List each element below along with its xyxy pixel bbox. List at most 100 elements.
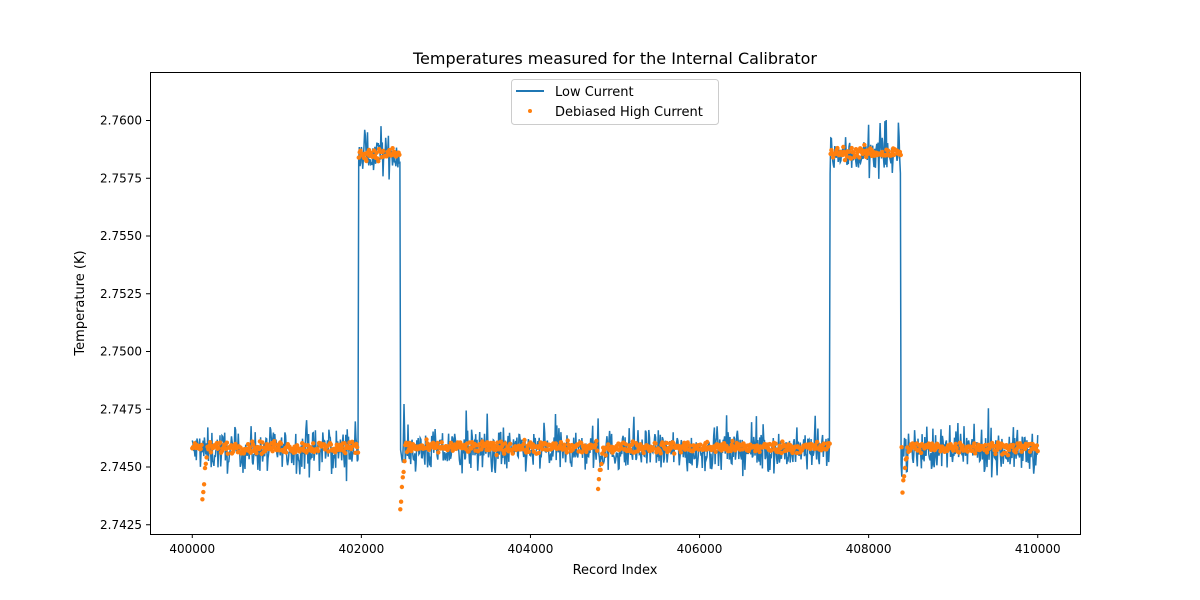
scatter-point <box>355 450 361 455</box>
scatter-point <box>536 450 542 456</box>
scatter-point <box>199 442 204 448</box>
legend-marker-debiased <box>528 109 532 113</box>
scatter-point <box>773 441 778 446</box>
scatter-point <box>203 461 208 466</box>
scatter-point <box>712 446 717 451</box>
scatter-point <box>595 448 600 453</box>
scatter-point <box>685 440 690 445</box>
scatter-point <box>502 451 507 456</box>
scatter-point <box>402 459 407 464</box>
plot-area <box>190 119 1040 512</box>
x-tick-label: 406000 <box>677 542 723 556</box>
scatter-point <box>508 441 513 446</box>
scatter-point <box>326 449 331 454</box>
y-tick-label: 2.7475 <box>100 402 142 416</box>
scatter-point <box>492 443 498 449</box>
scatter-point <box>354 445 360 450</box>
x-axis: 400000 402000 404000 406000 408000 410000 <box>169 534 1061 556</box>
scatter-point <box>328 442 334 447</box>
scatter-point <box>399 484 405 490</box>
scatter-point <box>1035 449 1040 454</box>
scatter-point <box>900 490 905 495</box>
scatter-point <box>216 445 221 451</box>
scatter-point <box>540 447 545 452</box>
scatter-point <box>598 467 603 472</box>
scatter-point <box>225 451 230 456</box>
scatter-point <box>498 439 504 444</box>
y-tick-label: 2.7600 <box>100 114 142 128</box>
scatter-point <box>558 440 564 445</box>
scatter-point <box>808 446 813 452</box>
scatter-point <box>827 441 832 446</box>
x-tick-label: 400000 <box>169 542 215 556</box>
scatter-point <box>579 440 584 446</box>
scatter-point <box>233 441 238 447</box>
scatter-point <box>384 154 389 159</box>
scatter-point <box>401 469 406 475</box>
scatter-point <box>358 148 363 153</box>
scatter-point <box>967 444 973 449</box>
legend-label-debiased: Debiased High Current <box>555 105 703 120</box>
scatter-point <box>830 155 836 160</box>
scatter-point <box>493 447 498 453</box>
scatter-point <box>1034 443 1040 448</box>
scatter-point <box>965 449 970 454</box>
scatter-point <box>218 440 223 445</box>
scatter-point <box>844 154 849 159</box>
scatter-point <box>705 439 710 445</box>
scatter-point <box>343 450 348 456</box>
scatter-point <box>779 450 784 456</box>
scatter-point <box>713 449 718 454</box>
scatter-point <box>730 438 735 444</box>
scatter-point <box>769 448 774 453</box>
scatter-point <box>664 440 669 446</box>
scatter-point <box>851 150 856 155</box>
y-tick-label: 2.7500 <box>100 345 142 359</box>
scatter-point <box>899 445 904 450</box>
scatter-point <box>698 442 703 447</box>
scatter-point <box>780 439 785 444</box>
scatter-point <box>972 441 977 446</box>
scatter-point <box>398 507 403 512</box>
x-tick-label: 402000 <box>338 542 384 556</box>
scatter-point <box>829 147 834 153</box>
scatter-point <box>849 145 854 151</box>
x-tick-label: 408000 <box>846 542 892 556</box>
scatter-point <box>202 465 208 471</box>
scatter-point <box>495 440 500 445</box>
scatter-point <box>970 448 975 453</box>
scatter-point <box>669 444 674 449</box>
scatter-point <box>494 452 499 458</box>
legend: Low Current Debiased High Current <box>511 79 719 125</box>
scatter-point <box>1006 448 1012 453</box>
scatter-point <box>522 437 527 443</box>
scatter-point <box>629 442 635 447</box>
scatter-point <box>728 448 733 454</box>
y-tick-label: 2.7450 <box>100 460 142 474</box>
scatter-point <box>466 449 471 454</box>
scatter-point <box>579 450 585 455</box>
scatter-point <box>316 448 321 454</box>
scatter-point <box>904 455 909 461</box>
scatter-point <box>229 443 234 448</box>
scatter-point <box>510 451 515 456</box>
scatter-point <box>993 451 998 457</box>
scatter-point <box>448 440 454 445</box>
scatter-point <box>794 450 799 456</box>
scatter-point <box>398 499 404 504</box>
scatter-point <box>293 449 298 455</box>
scatter-point <box>283 450 289 455</box>
scatter-point <box>821 441 826 446</box>
scatter-point <box>595 486 601 492</box>
scatter-point <box>901 474 907 479</box>
scatter-point <box>431 440 436 445</box>
scatter-point <box>909 445 914 450</box>
scatter-point <box>201 482 207 487</box>
scatter-point <box>247 445 252 450</box>
scatter-point <box>564 450 569 455</box>
scatter-point <box>898 152 903 158</box>
scatter-point <box>976 442 981 447</box>
scatter-point <box>526 449 531 454</box>
scatter-point <box>562 442 567 447</box>
y-tick-label: 2.7525 <box>100 287 142 301</box>
